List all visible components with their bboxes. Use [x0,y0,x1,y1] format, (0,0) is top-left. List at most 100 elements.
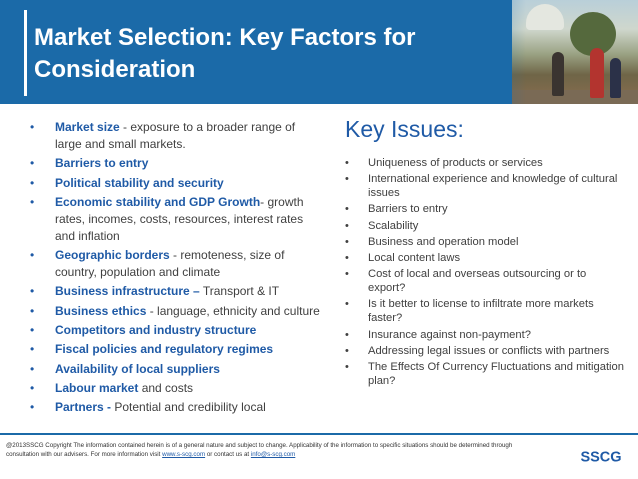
key-factor-item: • Political stability and security [30,175,322,192]
key-issue-text: The Effects Of Currency Fluctuations and… [368,360,624,387]
bullet-icon: • [30,381,35,396]
bullet-icon: • [30,303,35,318]
key-issue-item: • Barriers to entry [345,202,625,216]
logo-text: SSCG [580,450,621,466]
bullet-icon: • [345,235,349,248]
photo-person-shape [552,52,564,96]
key-factor-item: • Business ethics - language, ethnicity a… [30,303,322,320]
email-link[interactable]: info@s-scg.com [250,451,296,458]
logo-background [578,446,624,466]
key-factor-detail: and costs [138,381,194,396]
key-issue-item: • International experience and knowledge … [345,172,625,200]
key-factor-item: • Availability of local suppliers [30,361,322,378]
footer-text-part2: or contact us at [205,451,251,458]
key-factor-term: Economic stability and GDP Growth [55,194,261,209]
key-factor-item: • Competitors and industry structure [30,322,322,339]
key-issue-item: • Is it better to license to infiltrate m… [345,297,625,325]
key-factor-item: • Economic stability and GDP Growth- grow… [30,194,322,244]
footer-disclaimer: @2013SSCG Copyright The information cont… [6,441,516,459]
header-photo-fade [430,0,526,104]
slide-title: Market Selection: Key Factors for Consid… [34,24,416,83]
key-factor-item: • Labour market and costs [30,380,322,397]
key-factor-term: Business infrastructure – [55,284,200,299]
key-issues-heading: Key Issues: [345,116,464,142]
bullet-icon: • [345,157,349,169]
key-factor-term: Geographic borders [55,247,170,262]
photo-person-shape [610,58,621,98]
bullet-icon: • [30,361,35,376]
bullet-icon: • [345,268,349,281]
key-issue-item: • Insurance against non-payment? [345,328,625,342]
key-issue-text: Business and operation model [368,235,519,248]
bullet-icon: • [30,120,35,134]
bullet-icon: • [30,175,35,190]
key-factor-term: Market size [55,120,120,134]
photo-building-shape [526,4,564,30]
key-factor-item: • Geographic borders - remoteness, size o… [30,247,322,281]
bullet-icon: • [345,298,349,311]
key-factor-term: Political stability and security [55,175,224,190]
key-factor-term: Competitors and industry structure [55,322,257,337]
bullet-icon: • [30,194,35,209]
key-factor-item: • Fiscal policies and regulatory regimes [30,341,322,358]
key-issue-item: • The Effects Of Currency Fluctuations an… [345,360,625,388]
bullet-icon: • [345,251,349,264]
key-factor-term: Labour market [55,381,139,396]
key-issue-item: • Uniqueness of products or services [345,156,625,170]
key-factor-item: • Business infrastructure – Transport & I… [30,283,322,300]
key-factor-term: Availability of local suppliers [55,361,220,376]
bullet-icon: • [30,284,35,299]
bullet-icon: • [30,156,35,171]
key-factor-item: • Market size - exposure to a broader ran… [30,119,322,153]
key-issue-item: • Addressing legal issues or conflicts wi… [345,344,625,358]
key-issue-text: Uniqueness of products or services [368,157,543,169]
key-factor-item: • Barriers to entry [30,155,322,172]
key-issue-text: International experience and knowledge o… [368,173,618,200]
key-issue-item: • Cost of local and overseas outsourcing … [345,267,625,295]
photo-ground-shape [512,90,638,104]
key-issue-item: • Business and operation model [345,235,625,249]
key-issues-list: • Uniqueness of products or services • Inte… [345,156,625,388]
key-issue-text: Is it better to license to infiltrate mo… [368,298,594,325]
key-issue-text: Cost of local and overseas outsourcing o… [368,268,587,295]
bullet-icon: • [345,344,349,357]
key-factor-term: Barriers to entry [55,156,149,171]
bullet-icon: • [30,247,35,262]
header-photo [512,0,638,104]
bullet-icon: • [345,360,349,373]
key-issues-column: Key Issues: • Uniqueness of products or s… [345,114,625,390]
bullet-icon: • [345,219,349,232]
footer-divider [0,433,638,435]
key-factor-item: • Partners - Potential and credibility lo… [30,399,322,416]
key-factor-detail: Potential and credibility local [111,400,266,415]
key-factor-detail: - remoteness, size of country, populatio… [55,247,285,279]
key-factor-detail: - exposure to a broader range of large a… [55,120,296,151]
bullet-icon: • [30,400,35,415]
key-factor-detail: - language, ethnicity and culture [146,303,320,318]
website-link[interactable]: www.s-scg.com [162,451,206,458]
key-issue-item: • Scalability [345,219,625,233]
key-factor-detail: - growth rates, incomes, costs, resource… [55,194,304,243]
photo-person-shape [590,48,604,98]
bullet-icon: • [345,328,349,341]
key-factor-term: Fiscal policies and regulatory regimes [55,342,274,357]
key-factor-term: Business ethics [55,303,147,318]
sscg-logo: SSCG [578,446,624,466]
bullet-icon: • [30,322,35,337]
key-issue-text: Addressing legal issues or conflicts wit… [368,344,610,357]
key-factors-column: • Market size - exposure to a broader ran… [30,119,322,419]
key-issue-text: Local content laws [368,251,461,264]
key-factor-detail: Transport & IT [199,284,280,299]
title-banner: Market Selection: Key Factors for Consid… [0,0,638,104]
bullet-icon: • [345,203,349,216]
key-factor-term: Partners - [55,400,112,415]
footer-text-part1: @2013SSCG Copyright The information cont… [6,442,513,458]
key-issue-text: Insurance against non-payment? [368,328,531,341]
key-issue-text: Barriers to entry [368,203,448,216]
key-issue-item: • Local content laws [345,251,625,265]
bullet-icon: • [30,342,35,357]
bullet-icon: • [345,173,349,186]
header-accent-bar [24,10,27,96]
key-issue-text: Scalability [368,219,419,232]
